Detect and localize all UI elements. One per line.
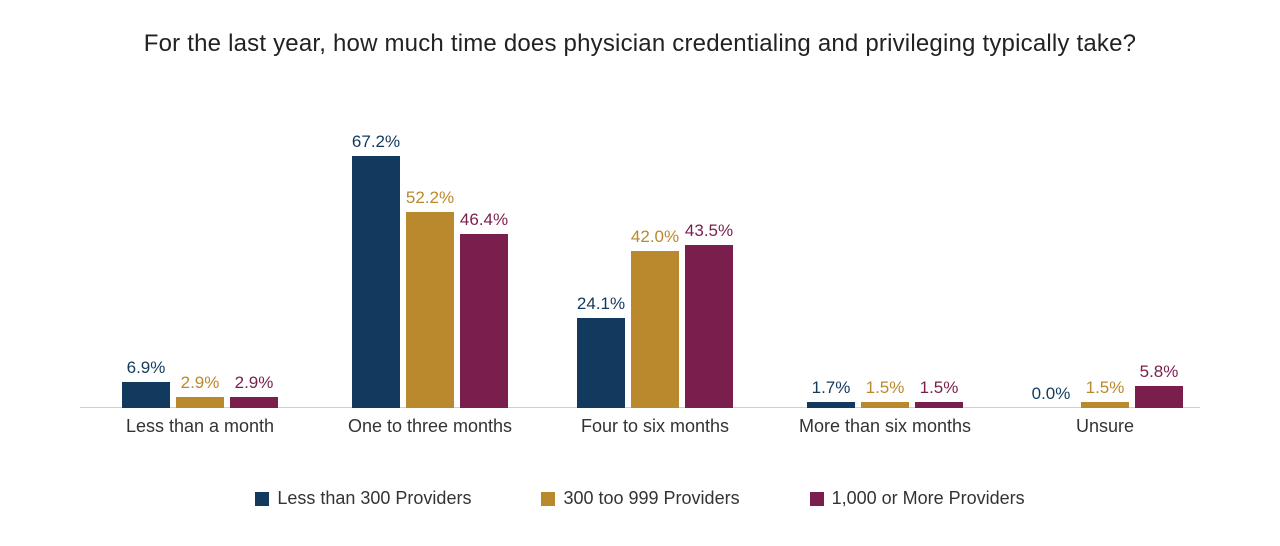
- bar: 46.4%: [460, 234, 508, 408]
- bar: 2.9%: [230, 397, 278, 408]
- legend-item-0: Less than 300 Providers: [255, 488, 471, 509]
- bar-value-label: 1.7%: [812, 378, 851, 402]
- bar: 2.9%: [176, 397, 224, 408]
- legend-item-1: 300 too 999 Providers: [541, 488, 739, 509]
- bar-fill: [685, 245, 733, 408]
- bar-fill: [176, 397, 224, 408]
- legend-label: 1,000 or More Providers: [832, 488, 1025, 509]
- legend-label: 300 too 999 Providers: [563, 488, 739, 509]
- bar: 5.8%: [1135, 386, 1183, 408]
- bar-value-label: 67.2%: [352, 132, 400, 156]
- bar-fill: [460, 234, 508, 408]
- bar-value-label: 46.4%: [460, 210, 508, 234]
- bar-fill: [861, 402, 909, 408]
- bar: 67.2%: [352, 156, 400, 408]
- bar: 1.5%: [1081, 402, 1129, 408]
- legend-label: Less than 300 Providers: [277, 488, 471, 509]
- bar-fill: [406, 212, 454, 408]
- x-axis-label: One to three months: [348, 416, 512, 437]
- bar: 24.1%: [577, 318, 625, 408]
- legend-swatch-icon: [541, 492, 555, 506]
- bar-value-label: 2.9%: [235, 373, 274, 397]
- bar-value-label: 24.1%: [577, 294, 625, 318]
- bar-value-label: 42.0%: [631, 227, 679, 251]
- chart-title: For the last year, how much time does ph…: [60, 30, 1220, 58]
- x-axis-label: Four to six months: [581, 416, 729, 437]
- bar-fill: [631, 251, 679, 409]
- bar-group: 0.0% 1.5% 5.8%: [1027, 386, 1183, 408]
- bar-value-label: 43.5%: [685, 221, 733, 245]
- bar-fill: [807, 402, 855, 408]
- x-axis-label: Unsure: [1076, 416, 1134, 437]
- legend-swatch-icon: [255, 492, 269, 506]
- bar-group: 67.2%52.2%46.4%: [352, 156, 508, 408]
- bar-value-label: 2.9%: [181, 373, 220, 397]
- bar-group: 24.1%42.0%43.5%: [577, 245, 733, 408]
- bar-fill: [1135, 386, 1183, 408]
- bar: 6.9%: [122, 382, 170, 408]
- bar-value-label: 0.0%: [1032, 384, 1071, 408]
- bar-value-label: 1.5%: [866, 378, 905, 402]
- bar-fill: [915, 402, 963, 408]
- bar-fill: [122, 382, 170, 408]
- bar-fill: [352, 156, 400, 408]
- bar: 42.0%: [631, 251, 679, 409]
- legend: Less than 300 Providers 300 too 999 Prov…: [60, 488, 1220, 509]
- bar-value-label: 6.9%: [127, 358, 166, 382]
- bar: 52.2%: [406, 212, 454, 408]
- bar: 1.7%: [807, 402, 855, 408]
- credentialing-chart: For the last year, how much time does ph…: [0, 0, 1280, 546]
- x-axis-labels: Less than a month One to three months Four…: [80, 416, 1200, 444]
- bar-value-label: 1.5%: [920, 378, 959, 402]
- bar-value-label: 52.2%: [406, 188, 454, 212]
- legend-item-2: 1,000 or More Providers: [810, 488, 1025, 509]
- bar-group: 1.7% 1.5% 1.5%: [807, 402, 963, 408]
- bar-value-label: 5.8%: [1140, 362, 1179, 386]
- plot-area: 6.9%2.9%2.9%67.2%52.2%46.4%24.1%42.0%43.…: [80, 108, 1200, 408]
- x-axis-label: Less than a month: [126, 416, 274, 437]
- bar-fill: [230, 397, 278, 408]
- bar-value-label: 1.5%: [1086, 378, 1125, 402]
- bar-fill: [577, 318, 625, 408]
- bar: 1.5%: [915, 402, 963, 408]
- bar: 1.5%: [861, 402, 909, 408]
- bar-group: 6.9% 2.9% 2.9%: [122, 382, 278, 408]
- bar-fill: [1081, 402, 1129, 408]
- legend-swatch-icon: [810, 492, 824, 506]
- bar: 43.5%: [685, 245, 733, 408]
- x-axis-label: More than six months: [799, 416, 971, 437]
